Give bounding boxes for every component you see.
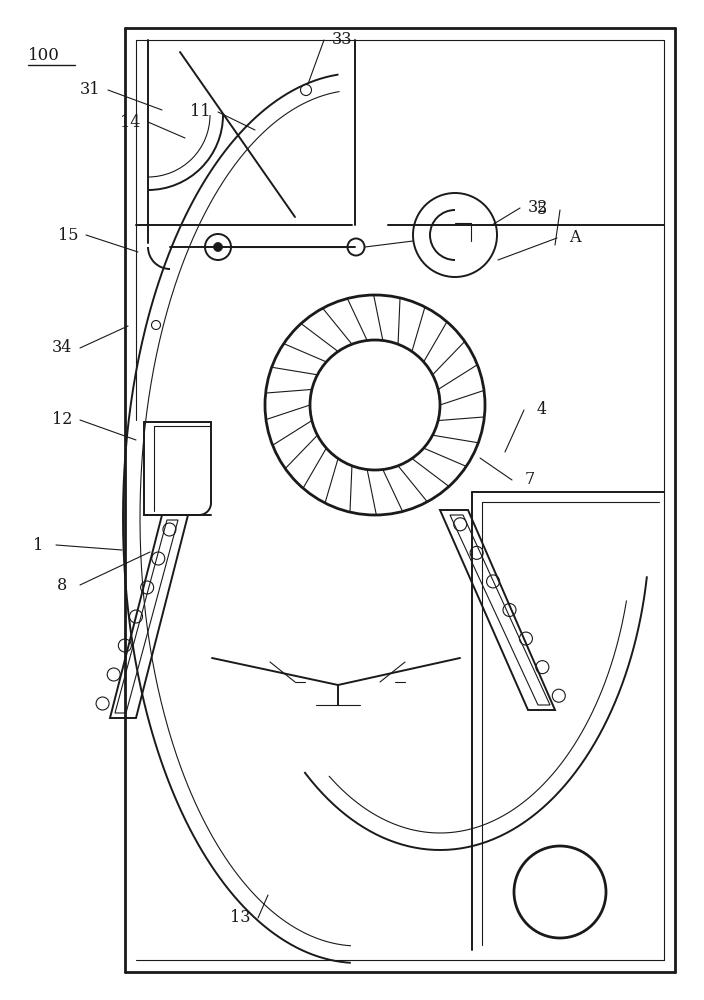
- Circle shape: [213, 242, 222, 251]
- Text: 5: 5: [537, 202, 547, 219]
- Text: 13: 13: [230, 910, 250, 926]
- Text: 34: 34: [52, 340, 73, 357]
- Text: 14: 14: [120, 114, 140, 131]
- Text: 12: 12: [52, 412, 73, 428]
- Text: 15: 15: [58, 227, 78, 243]
- Text: 7: 7: [525, 472, 535, 488]
- Text: 4: 4: [537, 401, 547, 418]
- Text: A: A: [570, 230, 581, 246]
- Text: 100: 100: [28, 47, 60, 64]
- Text: 8: 8: [57, 576, 67, 593]
- Text: 31: 31: [80, 82, 100, 99]
- Text: 1: 1: [33, 536, 43, 554]
- Text: 11: 11: [190, 103, 210, 120]
- Text: 32: 32: [528, 200, 548, 217]
- Text: 33: 33: [332, 31, 352, 48]
